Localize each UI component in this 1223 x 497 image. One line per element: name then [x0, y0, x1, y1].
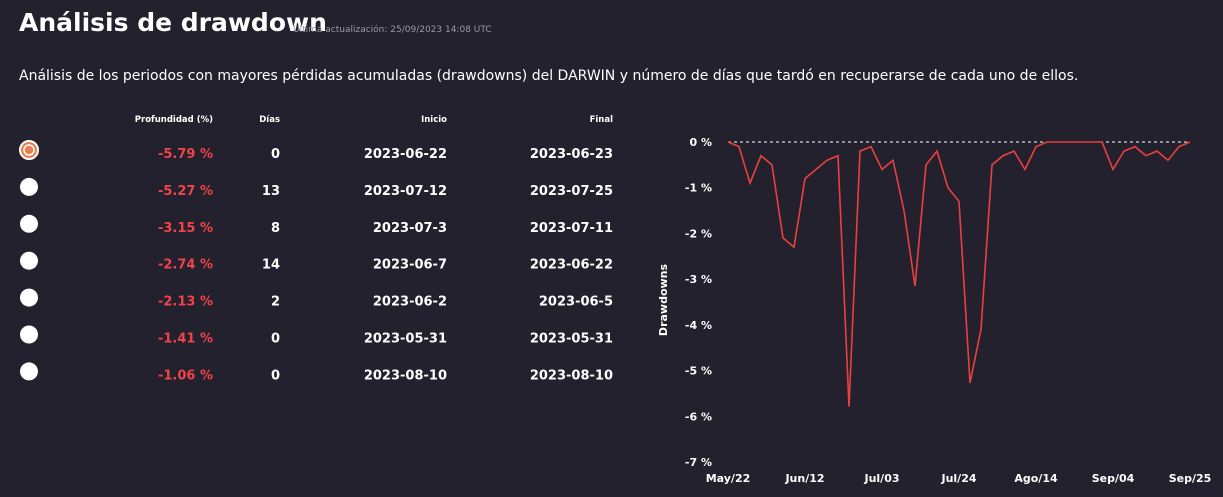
y-tick-label: -1 %	[685, 182, 712, 195]
cell: -2.13 %	[158, 295, 213, 310]
x-tick-label: Jul/24	[940, 472, 976, 485]
x-tick-label: Sep/04	[1092, 472, 1135, 485]
updated: Última actualización: 25/09/2023 14:08 U…	[293, 25, 492, 35]
cell: 2023-06-2	[373, 295, 447, 310]
x-tick-label: Jun/12	[784, 472, 824, 485]
cell: -3.15 %	[158, 221, 213, 236]
cell: 2023-05-31	[364, 332, 447, 347]
x-tick-label: Sep/25	[1169, 472, 1212, 485]
y-tick-label: -6 %	[685, 410, 712, 423]
cell: 2023-07-25	[530, 184, 613, 199]
cell: -1.41 %	[158, 332, 213, 347]
radio-button[interactable]	[20, 214, 38, 233]
radio-button[interactable]	[20, 325, 38, 344]
cell: 2	[271, 295, 280, 310]
cell: 2023-07-3	[373, 221, 447, 236]
column-header: Inicio	[421, 115, 447, 125]
radio-button[interactable]	[20, 288, 38, 307]
cell: -5.79 %	[158, 147, 213, 162]
column-header: Final	[590, 115, 614, 125]
cell: 0	[271, 332, 280, 347]
radio-button[interactable]	[20, 251, 38, 270]
y-tick-label: -5 %	[685, 365, 712, 378]
y-tick-label: -2 %	[685, 227, 712, 240]
cell: 0	[271, 368, 280, 383]
drawdown-line	[727, 141, 1191, 407]
cell: 2023-06-22	[364, 147, 447, 162]
column-header: Días	[259, 115, 280, 125]
cell: 14	[262, 258, 280, 273]
y-tick-label: -4 %	[685, 319, 712, 332]
cell: 2023-07-11	[530, 221, 613, 236]
y-tick-label: 0 %	[689, 136, 712, 149]
cell: 2023-07-12	[364, 184, 447, 199]
cell: -2.74 %	[158, 258, 213, 273]
cell: 2023-06-23	[530, 147, 613, 162]
cell: 2023-06-7	[373, 258, 447, 273]
description: Análisis de los periodos con mayores pér…	[19, 68, 1079, 84]
title: Análisis de drawdown	[19, 8, 327, 37]
cell: 2023-05-31	[530, 332, 613, 347]
cell: -5.27 %	[158, 184, 213, 199]
y-tick-label: -3 %	[685, 273, 712, 286]
cell: 2023-08-10	[530, 368, 613, 383]
cell: 2023-08-10	[364, 368, 447, 383]
cell: -1.06 %	[158, 368, 213, 383]
x-tick-label: May/22	[706, 472, 751, 485]
cell: 2023-06-5	[539, 295, 613, 310]
x-tick-label: Ago/14	[1014, 472, 1058, 485]
cell: 13	[262, 184, 280, 199]
column-header: Profundidad (%)	[135, 115, 213, 125]
cell: 0	[271, 147, 280, 162]
cell: 2023-06-22	[530, 258, 613, 273]
radio-button[interactable]	[20, 362, 38, 381]
radio-button[interactable]	[20, 177, 38, 196]
x-tick-label: Jul/03	[863, 472, 899, 485]
y-tick-label: -7 %	[685, 456, 712, 469]
cell: 8	[271, 221, 280, 236]
radio-dot	[23, 144, 35, 156]
y-axis-label: Drawdowns	[657, 263, 670, 336]
